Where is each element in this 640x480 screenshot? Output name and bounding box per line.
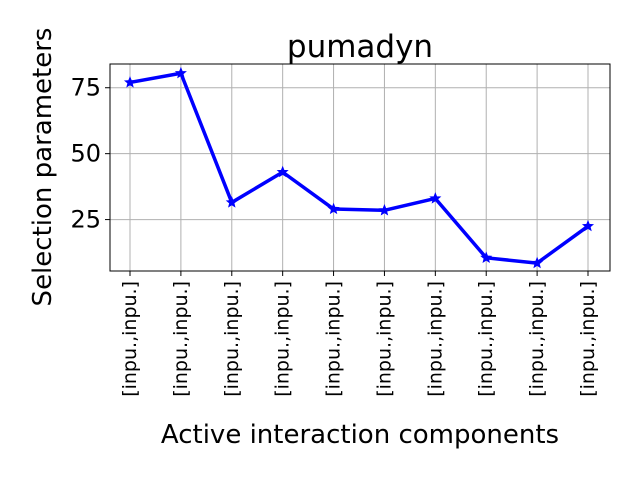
grid-lines — [110, 64, 610, 271]
x-axis-ticks: [inpu.,inpu.] [inpu.,inpu.] [inpu.,inpu.] [… — [119, 271, 599, 397]
x-tick-label: [inpu.,inpu.] — [577, 281, 599, 397]
y-tick-label: 25 — [70, 206, 101, 234]
x-tick-label: [inpu.,inpu.] — [424, 281, 446, 397]
data-point — [174, 66, 187, 79]
data-series — [123, 66, 595, 269]
data-point — [531, 256, 544, 269]
x-tick-label: [inpu.,inpu.] — [475, 281, 497, 397]
chart-title: pumadyn — [287, 29, 433, 65]
data-point — [581, 219, 595, 232]
series-line — [128, 71, 590, 265]
x-tick-label: [inpu.,inpu.] — [272, 281, 294, 397]
data-point — [429, 192, 442, 204]
data-point — [123, 76, 137, 88]
y-tick-label: 75 — [70, 74, 101, 102]
y-tick-label: 50 — [70, 140, 101, 168]
x-tick-label: [inpu.,inpu.] — [119, 281, 141, 397]
data-point — [327, 202, 340, 215]
data-point — [276, 165, 289, 178]
x-tick-label: [inpu.,inpu.] — [323, 281, 345, 397]
x-tick-label: [inpu.,inpu.] — [373, 281, 395, 397]
y-axis-label: Selection parameters — [28, 28, 58, 307]
data-point — [225, 196, 238, 208]
x-tick-label: [inpu.,inpu.] — [526, 281, 548, 397]
y-axis-ticks: 25 50 75 — [70, 74, 110, 234]
x-tick-label: [inpu.,inpu.] — [170, 281, 192, 397]
x-tick-label: [inpu.,inpu.] — [221, 281, 243, 397]
data-point — [480, 251, 493, 263]
plot-area-frame — [109, 63, 611, 272]
data-point — [378, 204, 391, 216]
x-axis-label: Active interaction components — [161, 420, 559, 450]
